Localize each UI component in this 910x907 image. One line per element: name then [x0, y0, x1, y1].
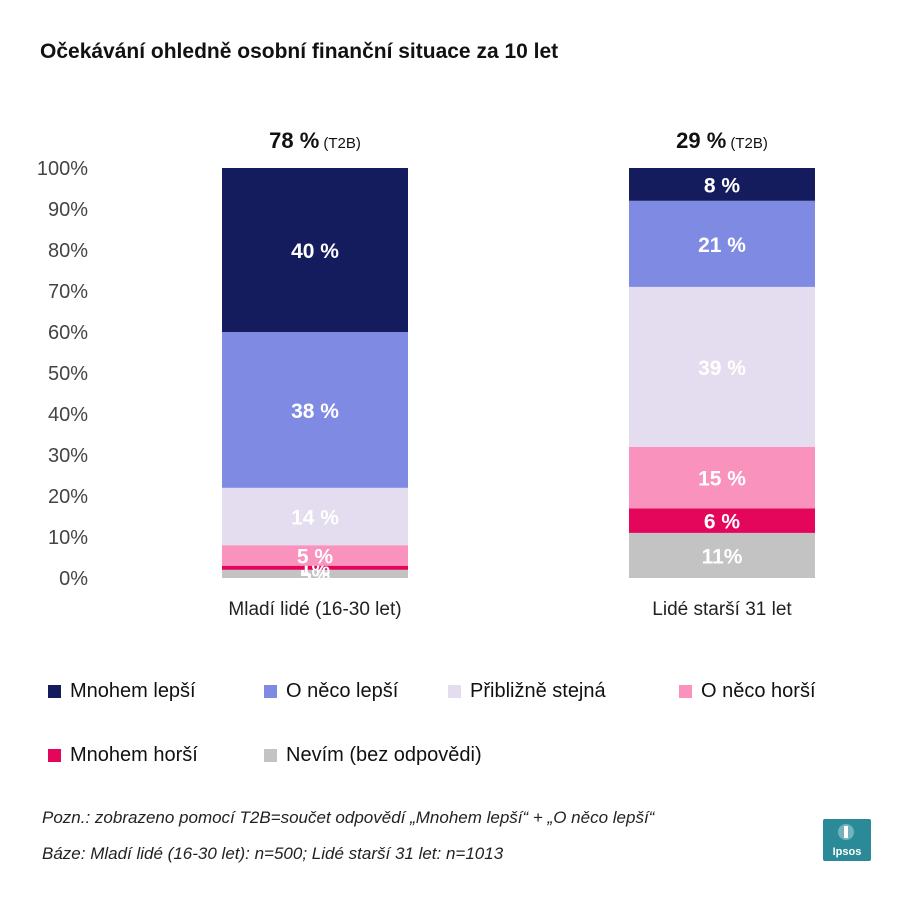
data-label: 11%: [702, 545, 743, 568]
data-label: 38 %: [291, 400, 339, 423]
total-value: 78 %: [269, 128, 319, 153]
legend-label: O něco lepší: [286, 680, 399, 702]
data-label: 21 %: [698, 234, 746, 257]
bar-segment: [629, 532, 815, 578]
bar-segment: [222, 545, 408, 566]
legend-swatch: [48, 685, 61, 698]
note-t2b: Pozn.: zobrazeno pomocí T2B=součet odpov…: [42, 808, 655, 827]
bar-segment: [222, 487, 408, 546]
bar-segment: [222, 168, 408, 332]
legend-swatch: [679, 685, 692, 698]
legend-label: Mnohem lepší: [70, 680, 196, 702]
y-tick-label: 10%: [48, 527, 88, 549]
legend-item-o-neco-horsi: O něco horší: [679, 680, 816, 703]
data-label: 15 %: [698, 468, 746, 491]
legend-swatch: [448, 685, 461, 698]
legend-label: Přibližně stejná: [470, 680, 606, 702]
ipsos-logo: Ipsos: [823, 819, 871, 861]
data-label: 5 %: [297, 545, 334, 568]
data-label: 8 %: [704, 174, 741, 197]
bar-segment: [629, 446, 815, 509]
bar-segment: [629, 200, 815, 287]
bar-segment: [629, 168, 815, 201]
legend-swatch: [48, 749, 61, 762]
total-t2b-label: 78 % (T2B): [269, 128, 361, 153]
x-category-label: Lidé starší 31 let: [652, 599, 792, 620]
stacked-bar-chart: 0%10%20%30%40%50%60%70%80%90%100%5%1%5 %…: [37, 128, 815, 620]
chart-title: Očekávání ohledně osobní finanční situac…: [40, 40, 559, 63]
data-label: 6 %: [704, 511, 741, 534]
y-tick-label: 60%: [48, 322, 88, 344]
y-tick-label: 90%: [48, 199, 88, 221]
y-tick-label: 0%: [59, 568, 88, 590]
total-suffix: (T2B): [730, 135, 768, 152]
ipsos-logo-mark: [838, 824, 854, 840]
legend-swatch: [264, 685, 277, 698]
bar-segment: [222, 569, 408, 578]
data-label: 40 %: [291, 240, 339, 263]
legend-item-priblizne-stejna: Přibližně stejná: [448, 680, 606, 703]
bar-segment: [222, 332, 408, 488]
legend-label: Mnohem horší: [70, 744, 198, 766]
total-t2b-label: 29 % (T2B): [676, 128, 768, 153]
y-tick-label: 20%: [48, 486, 88, 508]
bar-segment: [222, 565, 408, 570]
legend-item-mnohem-horsi: Mnohem horší: [48, 744, 198, 767]
y-tick-label: 70%: [48, 281, 88, 303]
legend-swatch: [264, 749, 277, 762]
note-base: Báze: Mladí lidé (16-30 let): n=500; Lid…: [42, 844, 504, 863]
y-tick-label: 100%: [37, 158, 88, 180]
total-value: 29 %: [676, 128, 726, 153]
bar-segment: [629, 508, 815, 533]
y-tick-label: 30%: [48, 445, 88, 467]
legend-label: Nevím (bez odpovědi): [286, 744, 482, 766]
x-category-label: Mladí lidé (16-30 let): [228, 599, 401, 620]
ipsos-logo-text: Ipsos: [832, 846, 862, 858]
legend-item-nevim: Nevím (bez odpovědi): [264, 744, 482, 767]
legend-item-mnohem-lepsi: Mnohem lepší: [48, 680, 196, 703]
data-label: 39 %: [698, 357, 746, 380]
legend-item-o-neco-lepsi: O něco lepší: [264, 680, 398, 703]
data-label: 14 %: [291, 507, 339, 530]
total-suffix: (T2B): [323, 135, 361, 152]
y-tick-label: 50%: [48, 363, 88, 385]
y-tick-label: 80%: [48, 240, 88, 262]
y-tick-label: 40%: [48, 404, 88, 426]
legend-label: O něco horší: [701, 680, 816, 702]
bar-segment: [629, 286, 815, 447]
